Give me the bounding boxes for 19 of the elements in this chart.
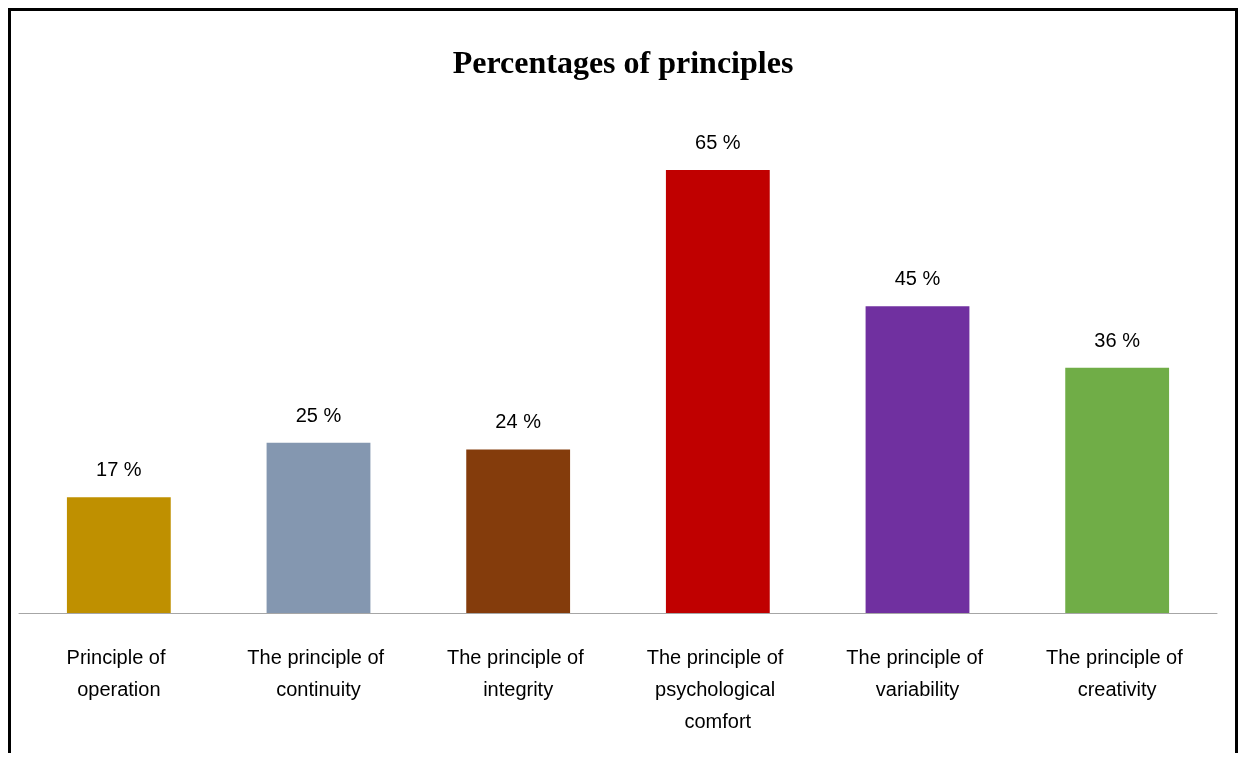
x-tick-label: Principle of operation: [66, 646, 172, 700]
x-tick-label: The principle of continuity: [247, 646, 390, 700]
data-label: 65 %: [695, 131, 741, 154]
data-label: 24 %: [495, 410, 542, 433]
x-tick-label: The principle of creativity: [1046, 646, 1189, 700]
data-label: 25 %: [295, 403, 342, 426]
data-label: 36 %: [1094, 328, 1141, 351]
x-tick-label: The principle of variability: [846, 646, 989, 700]
bar: [1065, 367, 1170, 613]
bar: [865, 306, 970, 613]
bar: [665, 170, 770, 613]
data-label: 45 %: [894, 267, 941, 290]
data-label: 17 %: [96, 458, 142, 481]
x-tick-label: The principle of psychological comfort: [646, 646, 789, 732]
x-tick-label: The principle of integrity: [447, 646, 590, 700]
chart-title: Percentages of principles: [452, 44, 794, 80]
bar: [66, 497, 171, 613]
bar: [466, 449, 571, 613]
bar: [266, 442, 371, 613]
